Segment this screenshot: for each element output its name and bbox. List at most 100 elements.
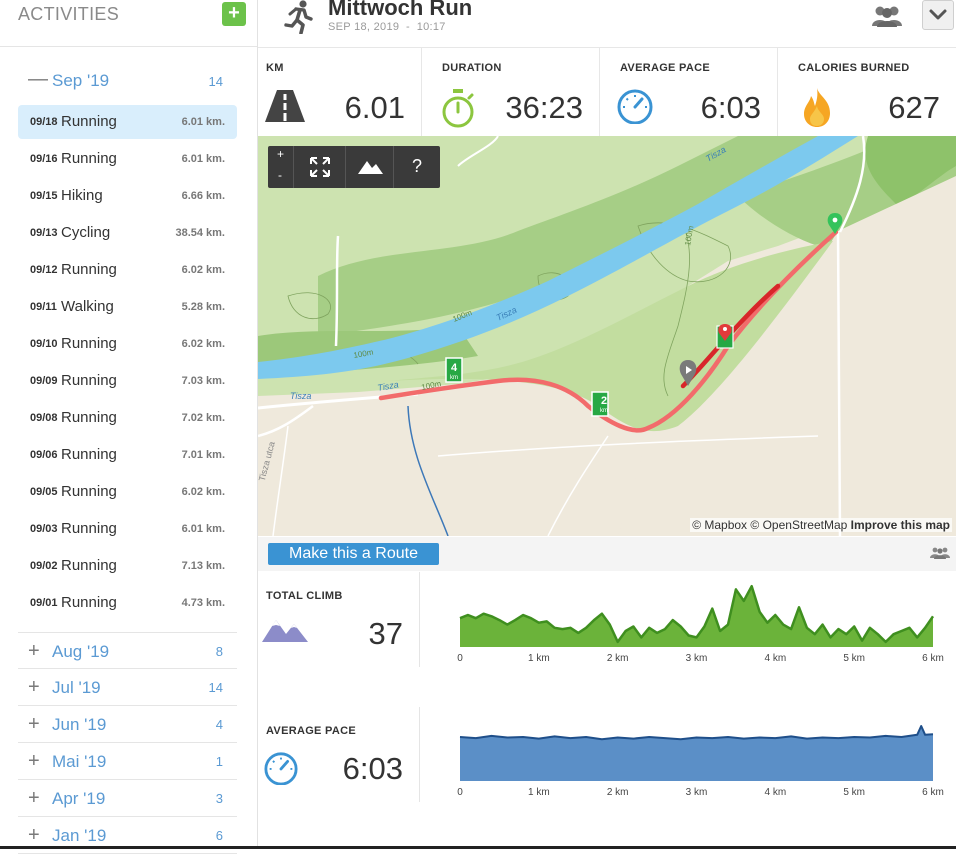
activity-title: Mittwoch Run	[328, 0, 473, 20]
activity-item[interactable]: 09/11 Walking 5.28 km.	[18, 290, 237, 324]
activity-item[interactable]: 09/06 Running 7.01 km.	[18, 438, 237, 472]
activity-type: Walking	[61, 298, 114, 315]
activity-item[interactable]: 09/10 Running 6.02 km.	[18, 327, 237, 361]
stat-duration: DURATION 36:23	[422, 48, 600, 136]
activity-type: Running	[61, 520, 117, 537]
activity-distance: 6.01 km.	[181, 153, 225, 165]
activity-date: 09/15	[30, 190, 58, 202]
month-group[interactable]: + Apr '19 3	[18, 780, 237, 817]
month-group[interactable]: + Mai '19 1	[18, 743, 237, 780]
make-route-button[interactable]: Make this a Route	[268, 543, 439, 565]
expand-icon: +	[28, 750, 40, 772]
add-activity-button[interactable]: +	[222, 2, 246, 26]
activity-date: SEP 18, 2019	[328, 21, 400, 33]
summary-stats: KM 6.01 DURATION 36:23 AVERAGE PACE 6:03…	[258, 47, 956, 136]
elevation-chart[interactable]: 0 1 km 2 km 3 km 4 km 5 km 6 km	[440, 575, 950, 667]
activity-header: Mittwoch Run SEP 18, 2019 - 10:17	[258, 0, 956, 47]
expand-icon: +	[28, 640, 40, 662]
finish-pin-icon[interactable]	[716, 324, 734, 349]
activity-item[interactable]: 09/15 Hiking 6.66 km.	[18, 179, 237, 213]
x-tick-label: 5 km	[843, 653, 865, 664]
activity-type: Running	[61, 261, 117, 278]
zoom-controls: + -	[268, 146, 294, 188]
activity-item[interactable]: 09/18 Running 6.01 km.	[18, 105, 237, 139]
osm-link[interactable]: © OpenStreetMap	[750, 518, 848, 532]
activity-time: 10:17	[416, 21, 446, 33]
improve-map-link[interactable]: Improve this map	[850, 518, 950, 532]
sidebar-title: ACTIVITIES	[18, 4, 120, 24]
sidebar-header: ACTIVITIES +	[0, 0, 257, 47]
x-tick-label: 4 km	[764, 787, 786, 798]
speedometer-icon	[264, 752, 298, 785]
activity-distance: 7.03 km.	[181, 375, 225, 387]
contour-label: 100m	[683, 225, 695, 247]
help-button[interactable]: ?	[394, 146, 440, 188]
month-group-sep-19[interactable]: — Sep '19 14	[18, 54, 237, 104]
activity-date: 09/08	[30, 412, 58, 424]
month-label: Mai '19	[52, 752, 107, 771]
activity-item[interactable]: 09/01 Running 4.73 km.	[18, 586, 237, 620]
stat-calories: CALORIES BURNED 627	[778, 48, 956, 136]
route-map[interactable]: Tisza Tisza Tisza Tisza 100m 100m 100m 1…	[258, 136, 956, 536]
contour-label: 100m	[421, 379, 443, 392]
activity-date: 09/18	[30, 116, 58, 128]
activity-type: Running	[61, 557, 117, 574]
month-count: 8	[215, 644, 223, 659]
activity-type: Running	[61, 483, 117, 500]
options-dropdown-button[interactable]	[922, 0, 954, 30]
start-pin-icon[interactable]	[827, 213, 843, 234]
activity-item[interactable]: 09/13 Cycling 38.54 km.	[18, 216, 237, 250]
expand-icon: +	[28, 787, 40, 809]
activity-item[interactable]: 09/03 Running 6.01 km.	[18, 512, 237, 546]
chevron-down-icon	[929, 9, 947, 20]
activity-type: Hiking	[61, 187, 103, 204]
month-group[interactable]: + Jun '19 4	[18, 706, 237, 743]
activity-item[interactable]: 09/02 Running 7.13 km.	[18, 549, 237, 583]
activity-item[interactable]: 09/16 Running 6.01 km.	[18, 142, 237, 176]
month-label: Aug '19	[52, 642, 110, 661]
group-icon[interactable]	[930, 547, 950, 559]
mountains-icon	[262, 620, 308, 642]
fullscreen-button[interactable]	[294, 146, 346, 188]
zoom-out-button[interactable]: -	[278, 168, 282, 182]
x-tick-label: 3 km	[686, 653, 708, 664]
users-icon[interactable]	[870, 4, 904, 28]
mapbox-link[interactable]: © Mapbox	[692, 518, 748, 532]
bottom-border	[0, 846, 956, 849]
x-tick-label: 0	[457, 787, 463, 798]
activity-distance: 6.01 km.	[181, 116, 225, 128]
month-group[interactable]: + Jul '19 14	[18, 669, 237, 706]
km-marker-2[interactable]: 2 km	[591, 391, 609, 417]
activity-item[interactable]: 09/09 Running 7.03 km.	[18, 364, 237, 398]
terrain-button[interactable]	[346, 146, 394, 188]
activity-date: 09/13	[30, 227, 58, 239]
activity-date: 09/09	[30, 375, 58, 387]
activity-distance: 7.02 km.	[181, 412, 225, 424]
help-icon: ?	[412, 156, 423, 176]
speedometer-icon	[617, 89, 653, 124]
activity-type: Running	[61, 446, 117, 463]
svg-text:km: km	[450, 375, 458, 381]
map-canvas[interactable]: Tisza Tisza Tisza Tisza 100m 100m 100m 1…	[258, 136, 956, 536]
stat-average-pace: AVERAGE PACE 6:03	[600, 48, 778, 136]
activity-type: Cycling	[61, 224, 111, 241]
km-marker-4[interactable]: 4 km	[445, 357, 463, 383]
activity-item[interactable]: 09/05 Running 6.02 km.	[18, 475, 237, 509]
activity-item[interactable]: 09/12 Running 6.02 km.	[18, 253, 237, 287]
stat-value: 36:23	[505, 90, 583, 125]
month-group[interactable]: + Aug '19 8	[18, 632, 237, 669]
activity-item[interactable]: 09/08 Running 7.02 km.	[18, 401, 237, 435]
svg-text:2: 2	[601, 395, 607, 407]
x-tick-label: 2 km	[607, 653, 629, 664]
road-icon	[265, 90, 305, 122]
pace-area	[460, 726, 933, 781]
zoom-in-button[interactable]: +	[277, 147, 285, 161]
playback-pin-icon[interactable]	[679, 360, 697, 386]
stat-label: AVERAGE PACE	[620, 62, 710, 74]
route-bar: Make this a Route	[258, 537, 956, 571]
pace-chart[interactable]: 0 1 km 2 km 3 km 4 km 5 km 6 km	[440, 712, 950, 802]
stat-pace: AVERAGE PACE 6:03	[258, 707, 420, 802]
stat-label: AVERAGE PACE	[266, 725, 356, 737]
stat-value: 6.01	[344, 90, 405, 125]
month-count: 14	[208, 74, 223, 89]
